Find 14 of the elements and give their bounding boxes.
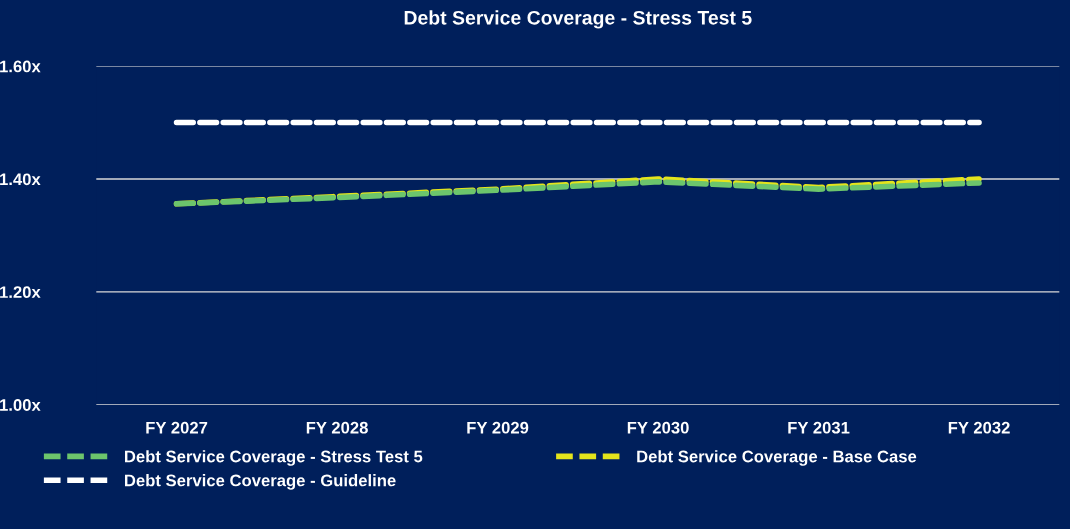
- x-tick-label: FY 2031: [788, 421, 850, 434]
- x-tick-label: FY 2030: [627, 421, 689, 434]
- y-tick-label: 1.60x: [0, 60, 41, 73]
- x-tick-label: FY 2032: [948, 421, 1010, 434]
- y-tick-label: 1.00x: [0, 399, 41, 411]
- chart-title: Debt Service Coverage - Stress Test 5: [404, 10, 752, 29]
- legend-label: Debt Service Coverage - Base Case: [637, 450, 917, 466]
- x-tick-label: FY 2027: [146, 421, 208, 434]
- legend-label: Debt Service Coverage - Guideline: [125, 474, 396, 490]
- x-tick-label: FY 2029: [467, 421, 529, 434]
- y-tick-label: 1.20x: [0, 286, 41, 299]
- y-tick-label: 1.40x: [0, 173, 41, 186]
- legend-label: Debt Service Coverage - Stress Test 5: [125, 450, 423, 466]
- x-tick-label: FY 2028: [306, 421, 368, 434]
